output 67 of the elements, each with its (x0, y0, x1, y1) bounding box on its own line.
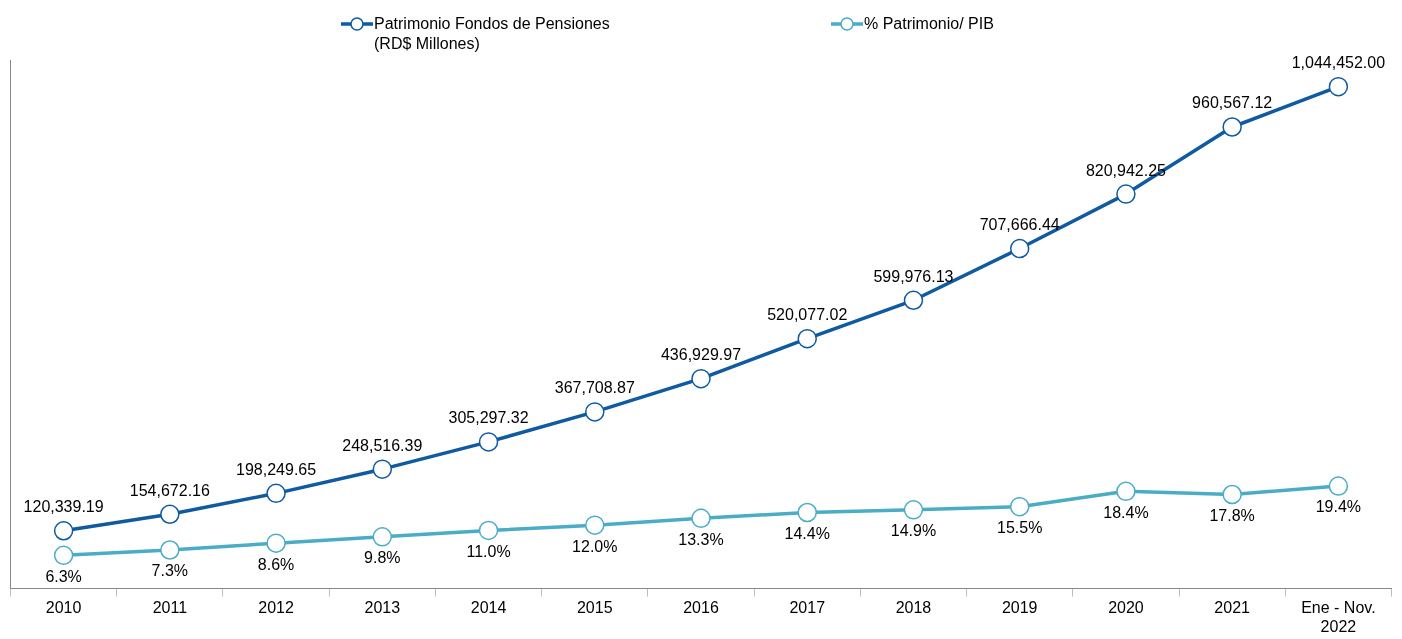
data-label: 599,976.13 (873, 267, 954, 285)
data-label: 960,567.12 (1192, 94, 1273, 112)
x-tick-label: 2017 (789, 598, 826, 616)
data-label: 7.3% (151, 562, 189, 580)
x-tick-label: 2015 (576, 598, 613, 616)
data-label: 14.9% (890, 522, 937, 540)
point (1009, 238, 1030, 259)
x-tick-label: 2016 (683, 598, 719, 616)
x-tick-label: 2021 (1214, 598, 1251, 616)
point (372, 527, 393, 547)
data-label: 13.3% (678, 530, 724, 548)
data-label: 120,339.19 (23, 498, 104, 516)
point (797, 502, 817, 523)
data-label: 14.4% (784, 524, 830, 542)
data-label: 154,672.16 (129, 481, 210, 499)
x-tick-label: 2013 (364, 598, 401, 616)
data-label: 305,297.32 (448, 409, 529, 427)
data-label: 707,666.44 (979, 215, 1060, 233)
data-label: 367,708.87 (554, 379, 635, 397)
point (1222, 117, 1242, 137)
point (53, 545, 74, 566)
x-tick-label: 2019 (1001, 598, 1038, 616)
point (1328, 76, 1349, 97)
data-label: 19.4% (1315, 498, 1362, 516)
point (1009, 496, 1030, 517)
point (266, 533, 286, 553)
x-tick-label: 2011 (152, 598, 188, 616)
x-tick-label: 2014 (470, 598, 507, 616)
data-label: 15.5% (997, 519, 1043, 537)
point (797, 328, 817, 349)
point (266, 483, 286, 504)
point (1328, 476, 1349, 496)
legend-label: Patrimonio Fondos de Pensiones (RD$ Millones) (374, 14, 610, 54)
data-label: 1,044,452.00 (1291, 54, 1386, 72)
point (160, 504, 180, 525)
point (1116, 184, 1136, 204)
point (585, 402, 605, 422)
point (691, 368, 711, 389)
x-tick-label: Ene - Nov. 2022 (1301, 598, 1376, 635)
data-label: 520,077.02 (767, 306, 848, 324)
data-label: 18.4% (1103, 503, 1149, 521)
point (160, 540, 180, 560)
legend-label: % Patrimonio/ PIB (864, 14, 994, 34)
data-label: 436,929.97 (660, 346, 742, 364)
point (691, 508, 711, 529)
data-label: 198,249.65 (236, 460, 317, 478)
x-tick-label: 2012 (258, 598, 294, 616)
data-label: 820,942.25 (1085, 161, 1167, 179)
point (903, 500, 924, 520)
point (1222, 484, 1242, 505)
data-label: 6.3% (45, 567, 82, 585)
data-label: 17.8% (1209, 506, 1255, 524)
point (478, 432, 499, 452)
x-tick-label: 2020 (1108, 598, 1144, 616)
point (903, 290, 924, 311)
point (372, 459, 393, 479)
data-label: 8.6% (257, 555, 295, 573)
point (53, 521, 74, 541)
point (585, 515, 605, 535)
x-tick-label: 2010 (45, 598, 82, 616)
data-label: 12.0% (572, 537, 618, 555)
data-label: 9.8% (364, 549, 401, 567)
point (478, 520, 499, 541)
data-label: 11.0% (466, 542, 511, 560)
data-label: 248,516.39 (342, 436, 423, 454)
x-tick-label: 2018 (895, 598, 932, 616)
point (1116, 481, 1136, 502)
